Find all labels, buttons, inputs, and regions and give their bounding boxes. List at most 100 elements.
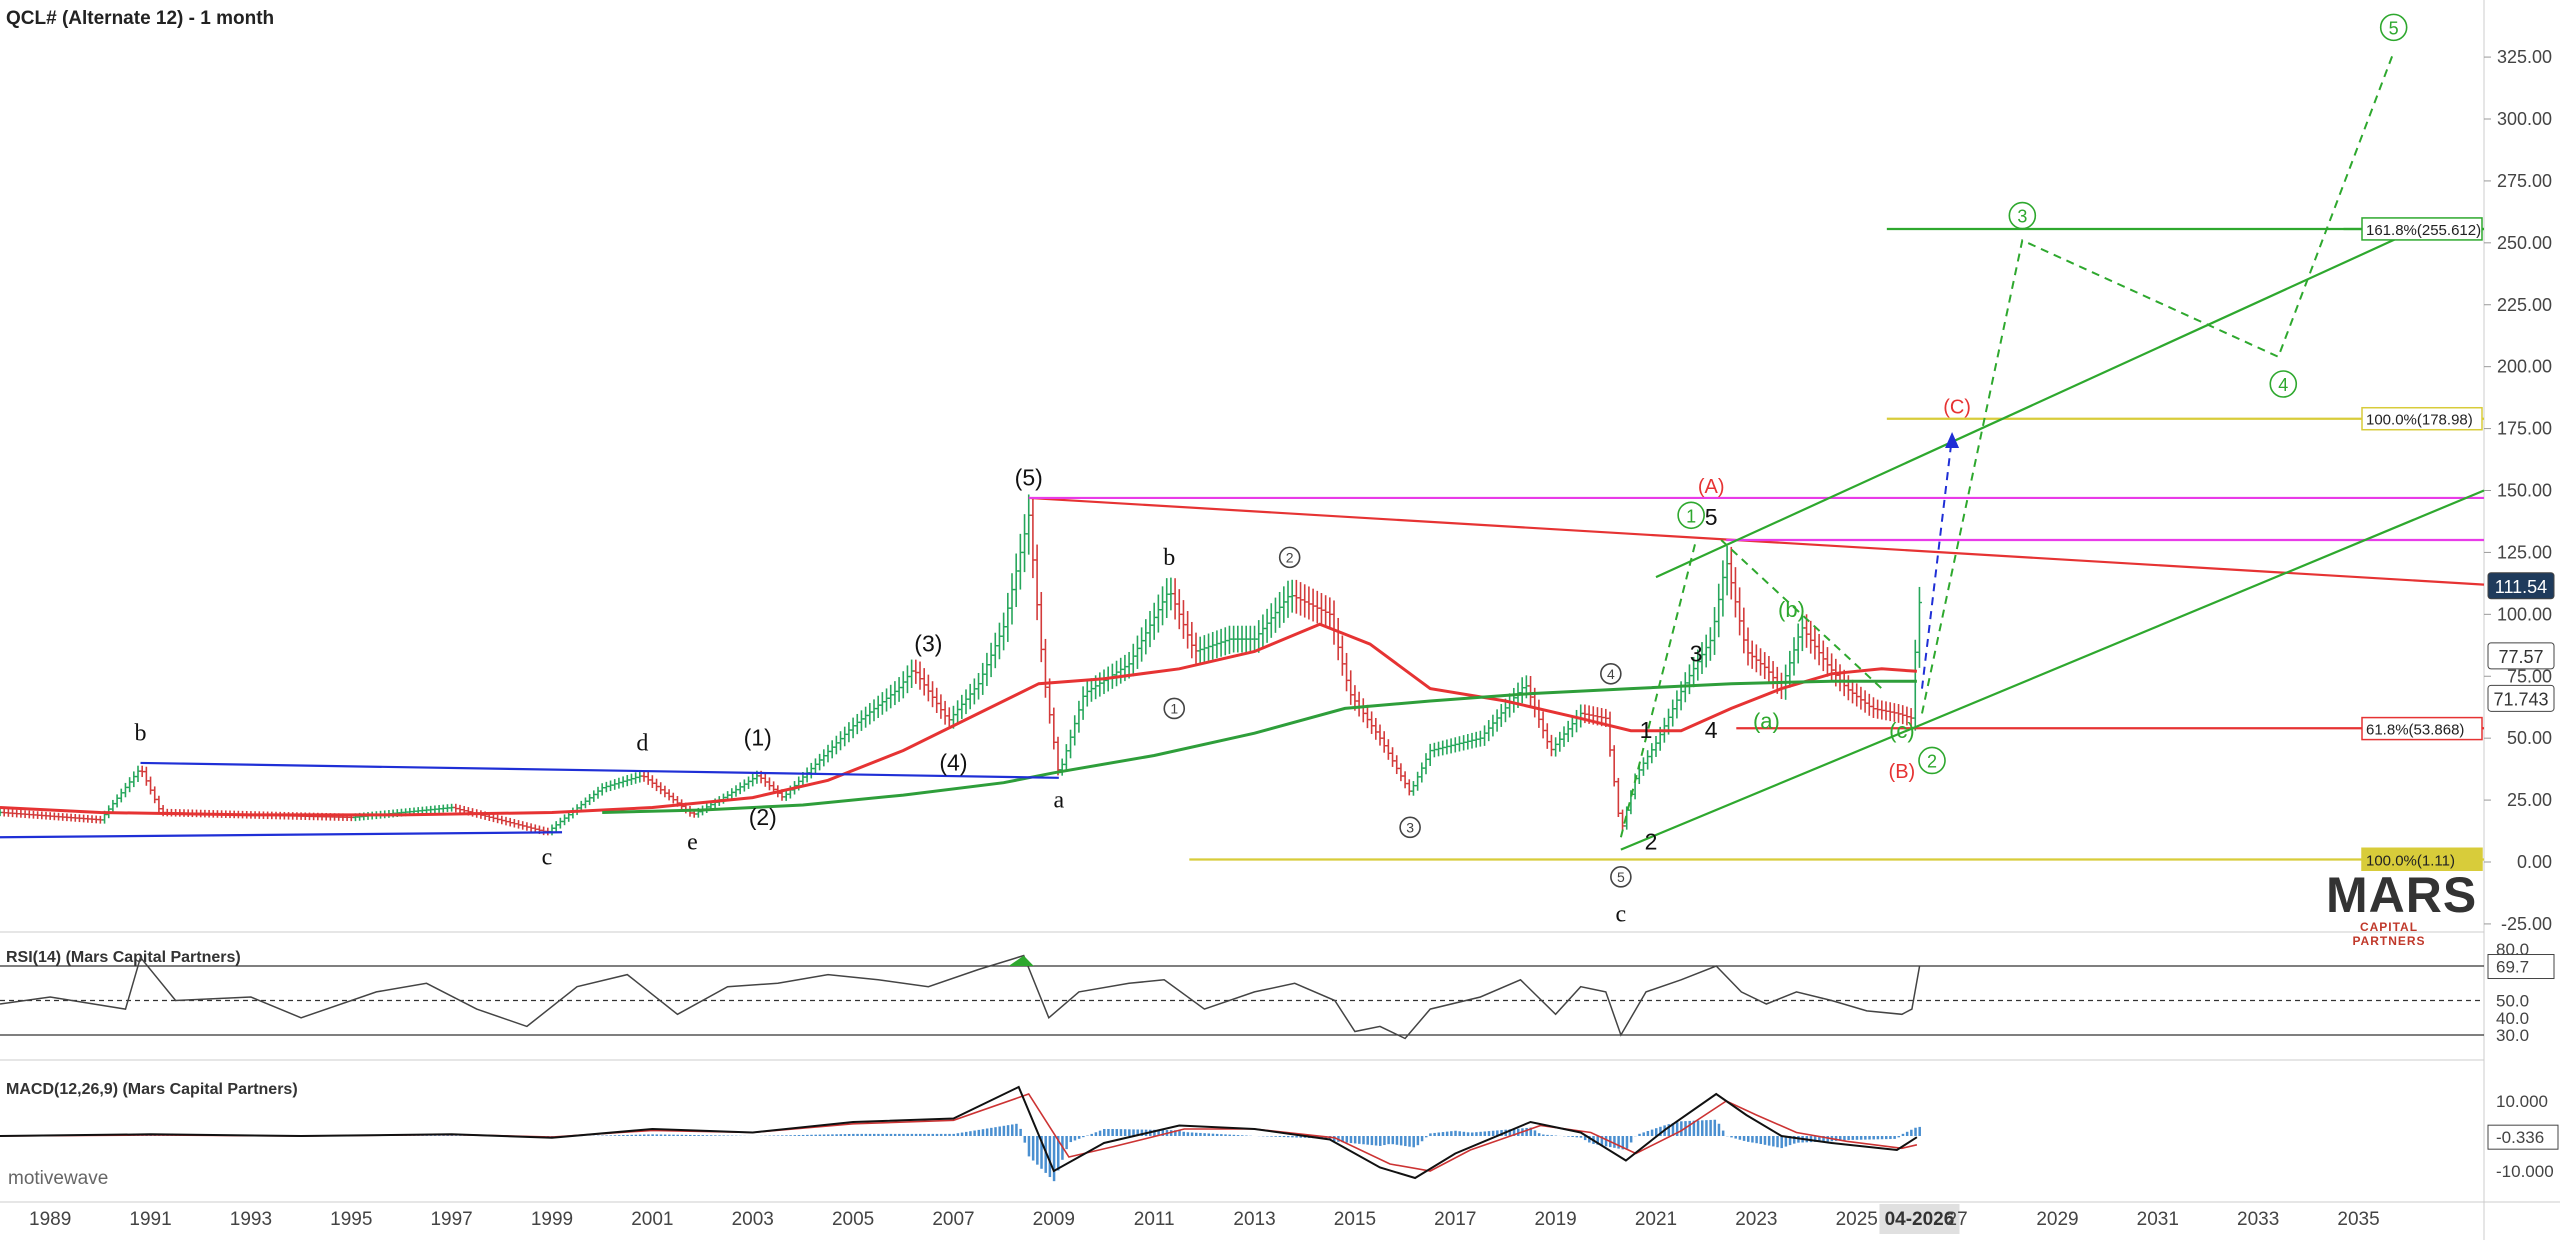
macd-histogram-bar	[1291, 1136, 1294, 1138]
macd-histogram-bar	[973, 1130, 976, 1136]
fib-label-text: 161.8%(255.612)	[2366, 222, 2481, 239]
wave-circle	[2269, 370, 2298, 398]
macd-histogram-bar	[1224, 1134, 1227, 1136]
wave-circle-label: 1	[1686, 506, 1696, 526]
macd-histogram-bar	[831, 1134, 834, 1136]
macd-histogram-bar	[1395, 1136, 1399, 1145]
macd-histogram-bar	[1688, 1120, 1691, 1136]
macd-histogram-bar	[1546, 1134, 1549, 1136]
macd-histogram-bar	[613, 1135, 617, 1136]
macd-histogram-bar	[1813, 1136, 1817, 1142]
macd-histogram-bar	[1174, 1130, 1177, 1136]
macd-histogram-bar	[1274, 1136, 1277, 1137]
fib-labels: 161.8%(255.612) 100.0%(178.98) 61.8%(53.86…	[2361, 217, 2483, 872]
macd-histogram-bar	[1345, 1136, 1349, 1143]
wave-circle-label: 3	[2017, 207, 2027, 227]
macd-histogram-bar	[605, 1135, 608, 1136]
macd-histogram-bar	[814, 1134, 817, 1136]
macd-histogram-bar	[1809, 1136, 1813, 1143]
wave-circle	[2008, 201, 2037, 230]
macd-histogram-bar	[881, 1133, 884, 1136]
macd-histogram-bar	[638, 1134, 642, 1136]
rsi-panel: RSI(14) (Mars Capital Partners) 80.069.7 5…	[0, 940, 2555, 1045]
x-tick-label: 2009	[1033, 1209, 1075, 1230]
price-label-text: 111.54	[2495, 577, 2547, 597]
macd-histogram-bar	[1203, 1133, 1206, 1136]
macd-histogram-bar	[1784, 1136, 1788, 1147]
wave-circle	[1399, 816, 1421, 839]
wave-label: 2	[1645, 829, 1658, 855]
wave-circle-label: 4	[2278, 375, 2288, 395]
macd-histogram-bar	[714, 1135, 717, 1136]
wave-circle	[1677, 501, 1705, 530]
macd-histogram-bar	[718, 1135, 721, 1136]
macd-panel: MACD(12,26,9) (Mars Capital Partners) 10.…	[0, 1081, 2559, 1182]
macd-histogram-bar	[969, 1131, 972, 1136]
price-label-text: 77.57	[2498, 647, 2543, 667]
macd-histogram-bar	[1529, 1127, 1533, 1136]
x-tick-label: 2011	[1134, 1209, 1175, 1230]
macd-histogram-bar	[1880, 1136, 1884, 1140]
wave-label: a	[1054, 788, 1065, 814]
y-tick-label: 50.00	[2507, 728, 2552, 748]
macd-histogram-bar	[1052, 1136, 1056, 1182]
macd-histogram-bar	[1617, 1136, 1620, 1149]
wave-label: b	[135, 721, 147, 747]
macd-histogram-bar	[948, 1133, 951, 1136]
macd-histogram-bar	[1680, 1121, 1683, 1136]
wave-circle-label: 1	[1170, 700, 1178, 716]
macd-histogram-bar	[1843, 1136, 1846, 1141]
macd-histogram-bar	[1851, 1136, 1855, 1140]
macd-histogram-bar	[1094, 1132, 1098, 1136]
macd-histogram-bar	[1031, 1136, 1035, 1161]
macd-histogram-bar	[1918, 1126, 1921, 1136]
macd-histogram-bar	[1065, 1136, 1068, 1150]
macd-histogram-bar	[1701, 1120, 1704, 1136]
macd-histogram-bar	[1073, 1136, 1077, 1141]
macd-histogram-bar	[1391, 1136, 1395, 1145]
macd-value-box	[2487, 1124, 2559, 1150]
macd-histogram-bar	[923, 1133, 926, 1136]
x-tick-label: 1989	[29, 1209, 71, 1230]
x-tick-label: 2031	[2137, 1209, 2179, 1230]
macd-histogram-bar	[1132, 1129, 1135, 1136]
macd-histogram-bar	[1567, 1136, 1570, 1137]
macd-histogram-bar	[668, 1134, 671, 1136]
macd-histogram-bar	[1399, 1136, 1403, 1146]
macd-histogram-bar	[1525, 1127, 1528, 1136]
motivewave-watermark: motivewave	[8, 1168, 109, 1189]
macd-histogram-bar	[1487, 1131, 1491, 1136]
macd-line	[0, 1085, 1918, 1180]
macd-histogram-bar	[1450, 1131, 1453, 1136]
fib-label-box	[2361, 847, 2483, 872]
wave-label: 4	[1705, 717, 1718, 743]
macd-histogram-bar	[663, 1134, 667, 1136]
macd-histogram-bar	[1876, 1136, 1880, 1140]
macd-histogram-bar	[680, 1134, 684, 1136]
macd-histogram-bar	[1220, 1134, 1223, 1136]
macd-histogram-bar	[1667, 1124, 1671, 1136]
macd-histogram-bar	[776, 1135, 780, 1136]
macd-histogram-bar	[1057, 1136, 1060, 1171]
macd-histogram-bar	[1207, 1133, 1211, 1136]
macd-histogram-bar	[1299, 1136, 1303, 1138]
macd-histogram-bar	[906, 1133, 909, 1136]
wave-circle-label: 3	[1406, 819, 1414, 835]
y-tick-label: 150.00	[2497, 481, 2552, 501]
macd-histogram-bar	[1445, 1131, 1449, 1136]
wave-circle-label: 2	[1286, 549, 1294, 565]
macd-histogram-bar	[1136, 1129, 1139, 1136]
wave-circle	[1600, 662, 1622, 685]
macd-histogram-bar	[801, 1134, 805, 1136]
x-tick-label: 1991	[129, 1209, 171, 1230]
macd-histogram-bar	[1742, 1136, 1746, 1141]
macd-histogram-bar	[1475, 1132, 1478, 1136]
macd-histogram-bar	[672, 1134, 675, 1136]
macd-histogram-bar	[1675, 1122, 1679, 1136]
macd-histogram-bar	[1236, 1135, 1240, 1136]
macd-histogram-bar	[1885, 1136, 1888, 1140]
macd-histogram-bar	[1157, 1129, 1160, 1136]
macd-histogram-bar	[1542, 1134, 1545, 1136]
price-label-box	[2487, 572, 2555, 600]
